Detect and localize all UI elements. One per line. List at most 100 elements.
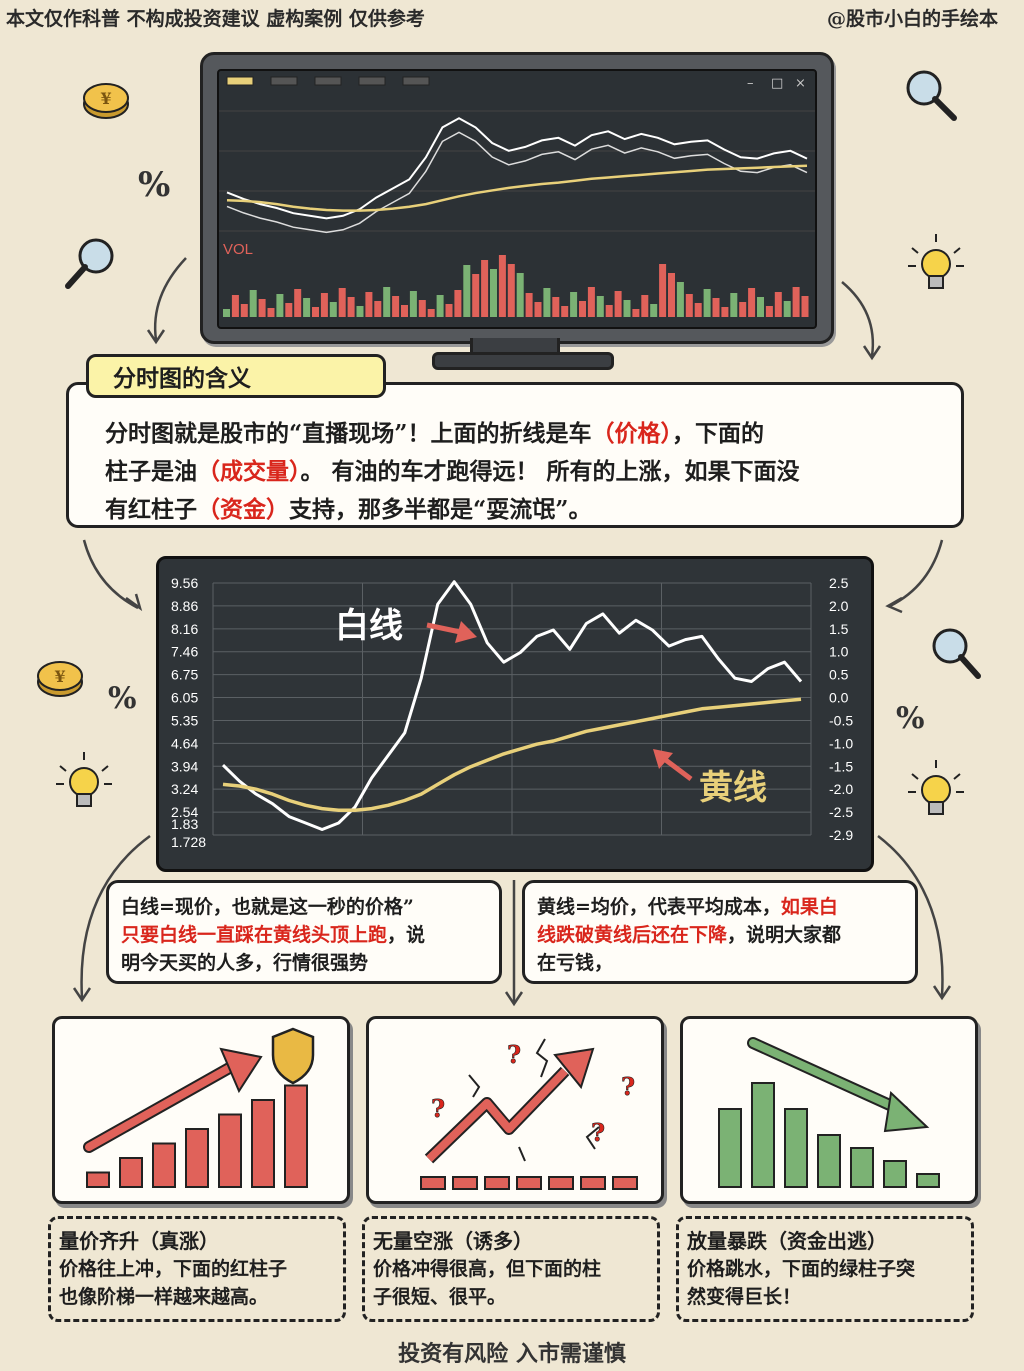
trend-arrow [85,1063,235,1151]
volume-bar [303,298,311,317]
shield-icon [271,1027,315,1085]
y-tick-left: 1.83 [171,816,198,832]
case-panel-1 [52,1016,350,1204]
trend-arrow-head [219,1047,263,1094]
y-tick-left: 1.728 [171,834,206,850]
close-icon: × [795,76,806,91]
volume-bar [320,293,328,317]
coin-icon: ¥ [37,661,83,697]
y-tick-left: 3.94 [171,758,198,774]
trend-arrow-head [883,1090,930,1133]
volume-bar [409,291,417,317]
case-1-title: 量价齐升（真涨） [59,1229,219,1253]
y-tick-right: -2.5 [829,804,853,820]
volume-bar [801,296,809,317]
volume-bar [721,307,729,317]
window-tab [270,76,298,86]
volume-bar [472,274,480,317]
question-icon: ? [621,1072,635,1101]
volume-bar [659,264,667,317]
crack-icon [468,1038,600,1162]
volume-bar [632,309,640,317]
y-tick-right: 2.0 [829,598,849,614]
lightbulb-icon [56,752,112,807]
yellow-line-bubble: 黄线=均价，代表平均成本，如果白 线跌破黄线后还在下降，说明大家都 在亏钱， [522,880,918,984]
volume-bar [580,1176,606,1190]
volume-bar [685,294,693,317]
volume-bar [285,303,293,317]
volume-bar [240,304,248,317]
y-tick-left: 4.64 [171,735,198,751]
volume-bar [454,290,462,317]
footer-warning: 投资有风险 入市需谨慎 [398,1341,626,1367]
volume-bar [543,288,551,317]
volume-bar [436,295,444,317]
y-tick-right: -1.0 [829,735,853,751]
case-2-illustration: ???? [420,1038,638,1190]
volume-bar [612,1176,638,1190]
volume-bar [374,301,382,317]
volume-bar [817,1134,841,1188]
window-tab [226,76,254,86]
case-1-caption: 量价齐升（真涨） 价格往上冲，下面的红柱子 也像阶梯一样越来越高。 [48,1216,346,1322]
y-tick-left: 9.56 [171,575,198,591]
y-tick-right: 2.5 [829,575,849,591]
case-1-illustration [83,1027,315,1188]
y-tick-left: 5.35 [171,712,198,728]
case-3-illustration [718,1037,940,1188]
intraday-chart-svg: 9.56 8.86 8.16 7.46 6.75 6.05 5.35 4.64 3.94 3.24… [171,575,853,850]
volume-bar [792,287,800,317]
volume-bar [561,306,569,317]
volume-bar [694,303,702,317]
yellow-line-pointer-head [653,749,673,769]
white-line-pointer-head [455,621,477,643]
volume-bar [614,291,622,317]
volume-bar [490,269,497,317]
volume-bar [231,295,239,317]
volume-bar [552,297,560,317]
trend-arrow-head [553,1047,595,1090]
volume-bar [516,273,524,317]
keyword-price: （价格） [591,420,672,447]
trend-arrow [426,1068,568,1162]
y-tick-left: 2.54 [171,804,198,820]
volume-bar [258,299,266,317]
volume-bar [249,290,257,317]
y-tick-left: 3.24 [171,781,198,797]
lightbulb-icon [908,760,964,815]
volume-bar [703,289,711,317]
trend-arrow [749,1039,907,1115]
volume-bar [774,292,782,317]
volume-bar [418,300,426,317]
author-handle: @股市小白的手绘本 [826,8,998,30]
volume-bar [338,288,346,317]
volume-bar [498,255,506,317]
volume-bar [730,293,738,317]
volume-bar [119,1157,143,1188]
volume-bar [218,1113,242,1188]
y-tick-left: 6.75 [171,667,198,683]
lightbulb-icon [908,234,964,289]
magnifier-icon [932,628,981,679]
average-price-line [222,697,802,812]
volume-bar [383,287,391,317]
volume-bar [481,260,489,317]
mini-chart: – □ × [219,76,815,317]
volume-bar [329,302,337,317]
volume-bar [223,309,230,317]
white-line-label: 白线 [335,606,403,646]
y-tick-right: 1.0 [829,644,849,660]
percent-icon: % [108,681,137,716]
volume-bar [152,1142,176,1188]
monitor-stand-base [432,352,614,370]
question-icon: ? [507,1040,521,1069]
y-tick-left: 7.46 [171,644,198,660]
svg-text:¥: ¥ [54,667,65,686]
volume-bar [783,301,791,317]
volume-bar [712,298,720,317]
mini-average-line [226,164,808,212]
y-tick-right: 0.5 [829,667,849,683]
volume-bar [401,305,408,317]
svg-text:¥: ¥ [100,89,111,108]
volume-bar [251,1099,275,1188]
